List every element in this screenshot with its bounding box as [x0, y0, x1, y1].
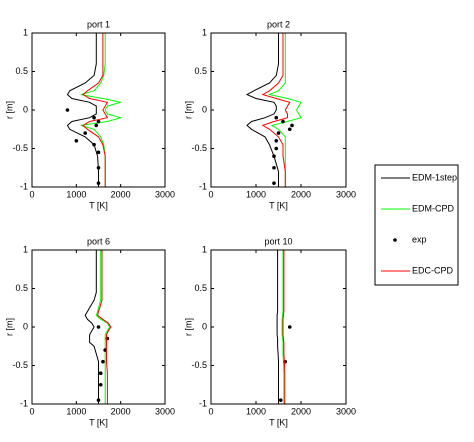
exp-point — [287, 325, 292, 329]
series-line — [276, 250, 279, 404]
y-tick-label: 0 — [23, 321, 28, 331]
axes-title: port 10 — [264, 236, 292, 246]
y-tick-label: -0.5 — [191, 360, 207, 370]
y-tick-label: -1 — [20, 181, 28, 191]
y-tick-label: -0.5 — [12, 143, 28, 153]
exp-point — [96, 398, 101, 402]
y-axis-label: r [m] — [183, 101, 193, 119]
x-axis-label: T [K] — [269, 200, 288, 210]
y-tick-label: -1 — [199, 181, 207, 191]
x-axis-label: T [K] — [269, 417, 288, 427]
x-tick-label: 1000 — [246, 189, 266, 199]
exp-point — [272, 181, 276, 185]
exp-point — [274, 139, 279, 143]
x-axis-label: T [K] — [89, 200, 108, 210]
series-line — [82, 33, 109, 187]
y-tick-label: 1 — [202, 27, 207, 37]
y-tick-label: 0.5 — [15, 283, 28, 293]
exp-point — [96, 150, 101, 155]
series-line — [282, 250, 286, 404]
exp-point — [276, 131, 281, 135]
y-tick-label: 0 — [202, 104, 207, 114]
axes-title: port 1 — [87, 19, 110, 29]
exp-point — [94, 123, 99, 128]
x-tick-label: 3000 — [155, 406, 175, 416]
x-tick-label: 0 — [29, 406, 34, 416]
exp-point — [92, 142, 96, 147]
plot-area — [32, 33, 165, 187]
y-tick-label: 0 — [202, 321, 207, 331]
exp-point — [272, 165, 276, 170]
series-line — [84, 250, 99, 404]
exp-point — [290, 123, 294, 128]
exp-point — [96, 181, 101, 185]
exp-point — [272, 154, 276, 158]
exp-point — [274, 115, 279, 120]
x-tick-label: 0 — [208, 406, 213, 416]
x-tick-label: 2000 — [111, 189, 131, 199]
x-tick-label: 2000 — [111, 406, 131, 416]
legend-label: EDM-CPD — [412, 203, 454, 213]
legend-label: EDM-1step — [412, 172, 457, 182]
y-tick-label: -0.5 — [191, 143, 207, 153]
exp-point — [98, 371, 103, 376]
series-line — [267, 33, 302, 187]
x-tick-label: 1000 — [66, 406, 86, 416]
y-axis-label: r [m] — [4, 318, 14, 336]
series-line — [80, 33, 123, 187]
x-tick-label: 0 — [208, 189, 213, 199]
y-tick-label: 0.5 — [194, 66, 207, 76]
exp-point — [65, 108, 70, 112]
x-tick-label: 2000 — [291, 406, 311, 416]
y-tick-label: 1 — [23, 27, 28, 37]
legend-label: EDC-CPD — [412, 265, 454, 275]
y-tick-label: -1 — [199, 398, 207, 408]
x-tick-label: 2000 — [291, 189, 311, 199]
exp-point — [98, 382, 103, 387]
y-tick-label: -1 — [20, 398, 28, 408]
exp-point — [101, 359, 105, 364]
exp-point — [96, 165, 101, 170]
y-tick-label: 0.5 — [194, 283, 207, 293]
axes-title: port 6 — [87, 236, 110, 246]
axes-title: port 2 — [267, 19, 290, 29]
exp-point — [274, 146, 279, 151]
series-line — [245, 33, 279, 187]
x-tick-label: 1000 — [246, 406, 266, 416]
series-line — [95, 250, 111, 404]
x-tick-label: 3000 — [336, 189, 356, 199]
x-tick-label: 1000 — [66, 189, 86, 199]
legend-marker — [393, 238, 397, 242]
y-tick-label: 0 — [23, 104, 28, 114]
series-line — [66, 33, 99, 187]
y-axis-label: r [m] — [4, 101, 14, 119]
exp-point — [287, 127, 292, 132]
y-tick-label: -0.5 — [12, 360, 28, 370]
x-tick-label: 3000 — [155, 189, 175, 199]
exp-point — [92, 115, 96, 120]
y-tick-label: 1 — [23, 244, 28, 254]
exp-point — [83, 131, 87, 135]
legend-label: exp — [412, 234, 427, 244]
exp-point — [96, 119, 101, 124]
y-tick-label: 0.5 — [15, 66, 28, 76]
x-tick-label: 0 — [29, 189, 34, 199]
series-line — [261, 33, 291, 187]
exp-point — [281, 119, 285, 124]
series-line — [281, 250, 285, 404]
legend-box — [374, 164, 459, 286]
x-tick-label: 3000 — [336, 406, 356, 416]
exp-point — [74, 139, 79, 143]
exp-point — [278, 398, 283, 402]
x-axis-label: T [K] — [89, 417, 108, 427]
y-tick-label: 1 — [202, 244, 207, 254]
exp-point — [96, 325, 101, 329]
y-axis-label: r [m] — [183, 318, 193, 336]
series-line — [97, 250, 112, 404]
